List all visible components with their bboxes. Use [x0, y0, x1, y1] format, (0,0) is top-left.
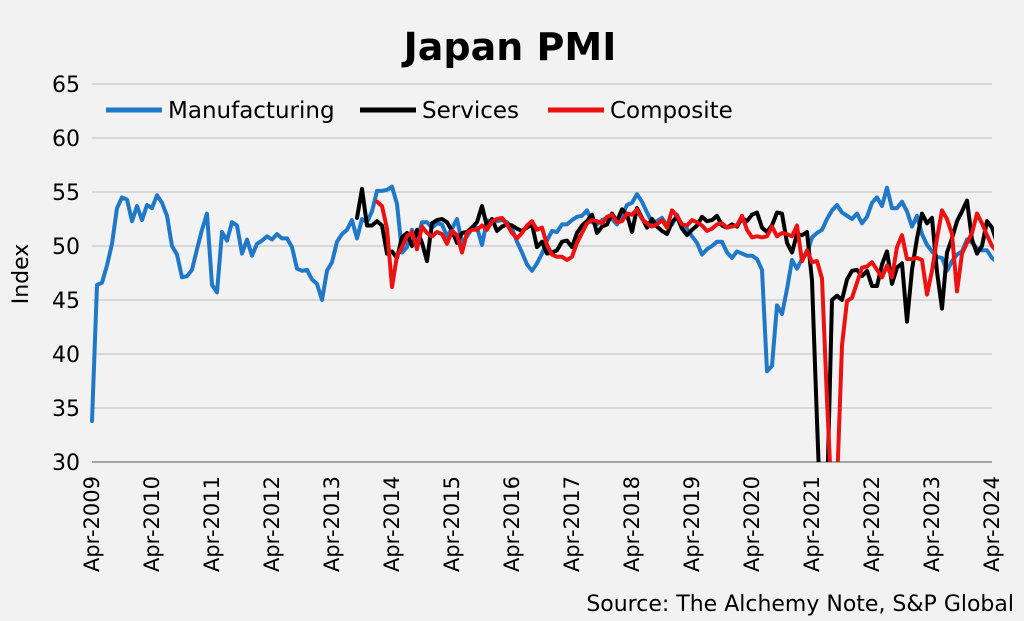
- source-note: Source: The Alchemy Note, S&P Global: [586, 592, 1014, 617]
- legend-label: Manufacturing: [168, 98, 335, 124]
- x-axis-ticks: Apr-2009 Apr-2010 Apr-2011 Apr-2012 Apr-2013…: [80, 476, 1004, 572]
- y-tick-label: 35: [52, 397, 80, 422]
- x-tick-label: Apr-2019: [680, 476, 704, 572]
- x-tick-label: Apr-2017: [560, 476, 584, 572]
- x-tick-label: Apr-2016: [500, 476, 524, 572]
- x-tick-label: Apr-2011: [200, 476, 224, 572]
- y-axis-ticks: 30 35 40 45 50 55 60 65: [52, 73, 80, 476]
- y-tick-label: 50: [52, 235, 80, 260]
- y-tick-label: 45: [52, 289, 80, 314]
- legend-label: Services: [422, 98, 519, 124]
- x-tick-label: Apr-2020: [740, 476, 764, 572]
- x-tick-label: Apr-2018: [620, 476, 644, 572]
- x-tick-label: Apr-2015: [440, 476, 464, 572]
- x-tick-label: Apr-2021: [800, 476, 824, 572]
- y-tick-label: 65: [52, 73, 80, 98]
- x-tick-label: Apr-2023: [920, 476, 944, 572]
- series-line-composite: [375, 199, 994, 462]
- x-tick-label: Apr-2010: [140, 476, 164, 572]
- legend-item-composite: Composite: [548, 98, 733, 124]
- series-lines: [90, 184, 994, 462]
- legend-item-services: Services: [360, 98, 519, 124]
- legend-label: Composite: [610, 98, 733, 124]
- x-tick-label: Apr-2013: [320, 476, 344, 572]
- x-tick-label: Apr-2014: [380, 476, 404, 572]
- legend: Manufacturing Services Composite: [106, 98, 733, 124]
- legend-item-manufacturing: Manufacturing: [106, 98, 335, 124]
- x-tick-label: Apr-2012: [260, 476, 284, 572]
- series-line-manufacturing: [90, 184, 994, 423]
- chart-title: Japan PMI: [401, 25, 617, 69]
- y-tick-label: 60: [52, 127, 80, 152]
- y-axis-label: Index: [9, 244, 34, 305]
- y-tick-label: 30: [52, 451, 80, 476]
- x-tick-label: Apr-2009: [80, 476, 104, 572]
- y-tick-label: 40: [52, 343, 80, 368]
- x-tick-label: Apr-2024: [980, 476, 1004, 572]
- x-tick-label: Apr-2022: [860, 476, 884, 572]
- y-tick-label: 55: [52, 181, 80, 206]
